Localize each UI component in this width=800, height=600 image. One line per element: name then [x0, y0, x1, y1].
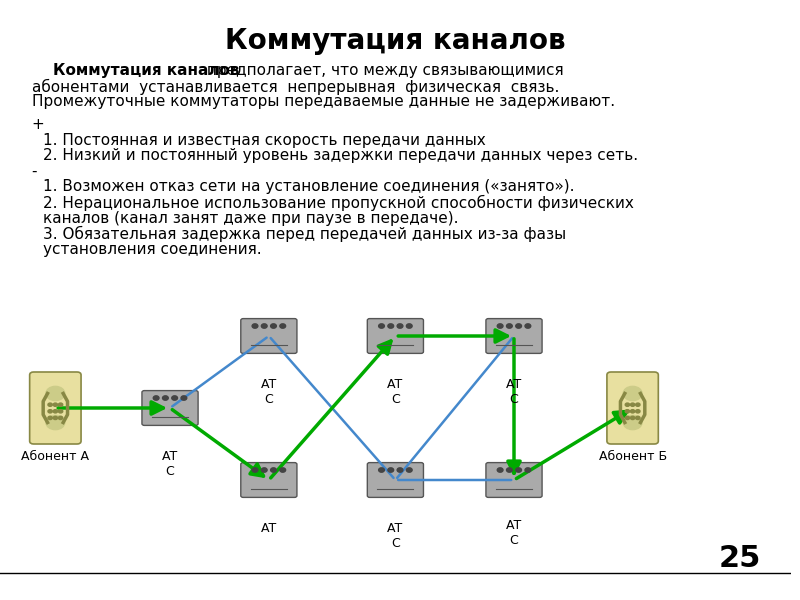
FancyBboxPatch shape [30, 372, 81, 444]
Circle shape [626, 416, 630, 419]
Circle shape [406, 468, 412, 472]
Text: абонентами  устанавливается  непрерывная  физическая  связь.: абонентами устанавливается непрерывная ф… [32, 79, 559, 95]
Text: Абонент Б: Абонент Б [598, 450, 666, 463]
Text: Коммутация каналов: Коммутация каналов [225, 27, 566, 55]
Circle shape [48, 416, 52, 419]
Circle shape [53, 416, 58, 419]
Text: Абонент А: Абонент А [22, 450, 90, 463]
Circle shape [397, 324, 403, 328]
Circle shape [53, 403, 58, 406]
Circle shape [48, 410, 52, 413]
Text: АТ
С: АТ С [506, 378, 522, 406]
Text: 25: 25 [718, 544, 761, 573]
Circle shape [397, 468, 403, 472]
FancyBboxPatch shape [367, 463, 423, 497]
Circle shape [58, 416, 62, 419]
Circle shape [630, 410, 634, 413]
FancyBboxPatch shape [607, 372, 658, 444]
FancyBboxPatch shape [142, 391, 198, 425]
Circle shape [378, 324, 384, 328]
Circle shape [630, 403, 634, 406]
Text: АТ
С: АТ С [162, 450, 178, 478]
Text: каналов (канал занят даже при паузе в передаче).: каналов (канал занят даже при паузе в пе… [43, 211, 459, 226]
Circle shape [154, 396, 159, 400]
Circle shape [516, 324, 522, 328]
Circle shape [626, 410, 630, 413]
Circle shape [53, 410, 58, 413]
Circle shape [636, 403, 640, 406]
Circle shape [636, 416, 640, 419]
Circle shape [48, 403, 52, 406]
Text: Коммутация каналов: Коммутация каналов [32, 63, 239, 78]
Circle shape [162, 396, 168, 400]
Text: АТ: АТ [261, 522, 277, 535]
Text: предполагает, что между связывающимися: предполагает, что между связывающимися [202, 63, 563, 78]
Circle shape [262, 324, 267, 328]
Circle shape [58, 410, 62, 413]
Text: АТ
С: АТ С [261, 378, 277, 406]
Text: 1. Возможен отказ сети на установление соединения («занято»).: 1. Возможен отказ сети на установление с… [43, 179, 575, 194]
Text: АТ
С: АТ С [387, 378, 403, 406]
Circle shape [626, 403, 630, 406]
Text: АТ
С: АТ С [387, 522, 403, 550]
Circle shape [252, 324, 258, 328]
Text: 2. Низкий и постоянный уровень задержки передачи данных через сеть.: 2. Низкий и постоянный уровень задержки … [43, 148, 638, 163]
Circle shape [636, 410, 640, 413]
Text: установления соединения.: установления соединения. [43, 242, 262, 257]
Circle shape [623, 386, 642, 401]
Text: Промежуточные коммутаторы передаваемые данные не задерживают.: Промежуточные коммутаторы передаваемые д… [32, 94, 614, 109]
Text: АТ
С: АТ С [506, 519, 522, 547]
Text: 2. Нерациональное использование пропускной способности физических: 2. Нерациональное использование пропускн… [43, 195, 634, 211]
Circle shape [498, 468, 503, 472]
Circle shape [181, 396, 186, 400]
Circle shape [280, 324, 286, 328]
Circle shape [280, 468, 286, 472]
Circle shape [506, 468, 512, 472]
FancyBboxPatch shape [241, 319, 297, 353]
FancyBboxPatch shape [241, 463, 297, 497]
Circle shape [498, 324, 503, 328]
Circle shape [623, 415, 642, 430]
FancyBboxPatch shape [367, 319, 423, 353]
Circle shape [172, 396, 178, 400]
Circle shape [270, 468, 276, 472]
FancyBboxPatch shape [486, 319, 542, 353]
Circle shape [525, 324, 530, 328]
Circle shape [252, 468, 258, 472]
Circle shape [516, 468, 522, 472]
Circle shape [270, 324, 276, 328]
Circle shape [46, 415, 65, 430]
Text: +: + [32, 117, 44, 132]
Circle shape [525, 468, 530, 472]
Text: 1. Постоянная и известная скорость передачи данных: 1. Постоянная и известная скорость перед… [43, 133, 486, 148]
Circle shape [378, 468, 384, 472]
Circle shape [46, 386, 65, 401]
Circle shape [406, 324, 412, 328]
Circle shape [630, 416, 634, 419]
Circle shape [506, 324, 512, 328]
Circle shape [388, 324, 394, 328]
Circle shape [262, 468, 267, 472]
Text: 3. Обязательная задержка перед передачей данных из-за фазы: 3. Обязательная задержка перед передачей… [43, 226, 566, 242]
Text: -: - [32, 164, 37, 179]
FancyBboxPatch shape [486, 463, 542, 497]
Circle shape [58, 403, 62, 406]
Circle shape [388, 468, 394, 472]
